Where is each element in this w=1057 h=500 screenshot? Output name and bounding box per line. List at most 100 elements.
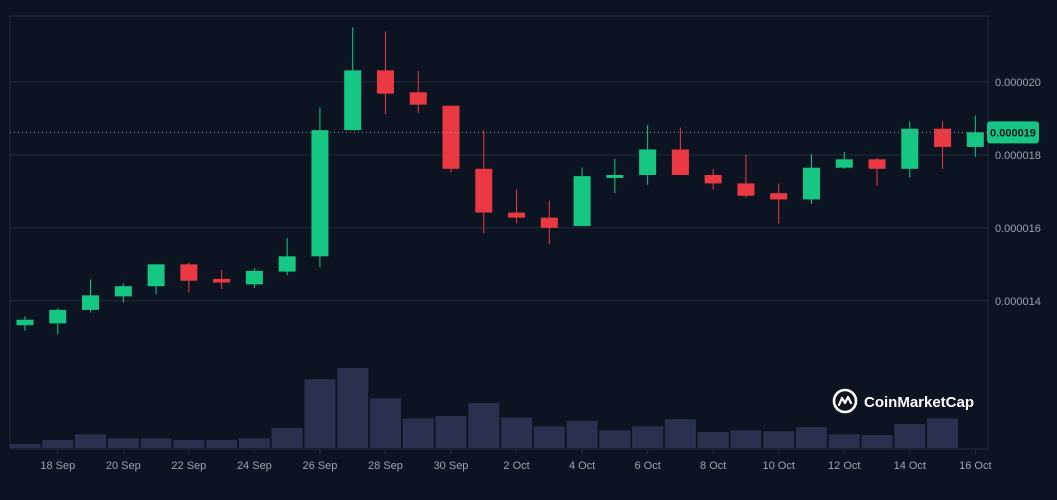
volume-layer [9, 368, 959, 448]
candle [344, 27, 362, 131]
y-tick-label: 0.000016 [995, 223, 1041, 235]
volume-bar [140, 438, 172, 448]
volume-bar [42, 440, 74, 448]
candle-body [770, 193, 788, 200]
x-tick-label: 20 Sep [106, 460, 141, 472]
candle-body [737, 183, 755, 196]
current-price-label: 0.000019 [990, 127, 1036, 139]
candle-body [639, 149, 657, 175]
candle [114, 283, 132, 303]
candle-body [802, 167, 820, 200]
candle [245, 267, 263, 289]
candle [442, 105, 460, 173]
volume-bar [927, 418, 959, 448]
x-tick-label: 8 Oct [700, 460, 726, 472]
x-tick-label: 28 Sep [368, 460, 403, 472]
candle [737, 154, 755, 198]
volume-bar [304, 379, 336, 448]
candle [508, 189, 526, 224]
volume-bar [271, 428, 303, 448]
candle-body [540, 217, 558, 228]
candle-body [180, 264, 198, 281]
candle-body [475, 168, 493, 213]
candle [966, 115, 984, 157]
x-axis: 18 Sep 20 Sep 22 Sep 24 Sep 26 Sep 28 Sep 30 S… [40, 449, 992, 472]
candle-layer [16, 27, 984, 335]
x-tick-label: 4 Oct [569, 460, 595, 472]
candle-body [835, 159, 853, 168]
volume-bar [599, 430, 631, 448]
volume-bar [861, 435, 893, 448]
volume-bar [402, 418, 434, 448]
candle [704, 168, 722, 190]
candle-body [868, 159, 886, 169]
candle-body [147, 264, 165, 287]
volume-bar [632, 426, 664, 448]
candle [82, 279, 100, 313]
volume-bar [533, 426, 565, 448]
volume-bar [795, 427, 827, 448]
x-tick-label: 16 Oct [959, 460, 991, 472]
volume-bar [566, 420, 598, 448]
candle [147, 264, 165, 295]
candle-body [671, 149, 689, 175]
x-tick-label: 10 Oct [763, 460, 795, 472]
candle [573, 167, 591, 227]
volume-bar [435, 416, 467, 448]
candle [376, 31, 394, 115]
candle [835, 152, 853, 169]
volume-bar [9, 444, 41, 448]
candle-body [573, 176, 591, 227]
candle [180, 262, 198, 293]
volume-bar [337, 368, 369, 448]
candle [770, 183, 788, 224]
candle [606, 158, 624, 194]
volume-bar [730, 430, 762, 448]
candle [540, 200, 558, 245]
candle [639, 125, 657, 185]
candle [475, 130, 493, 234]
current-price-indicator: 0.000019 [10, 121, 1039, 144]
candle [278, 238, 296, 276]
candle-body [213, 278, 231, 283]
y-tick-label: 0.000018 [995, 150, 1041, 162]
candle [868, 157, 886, 186]
candle-body [311, 130, 329, 257]
x-tick-label: 6 Oct [634, 460, 660, 472]
x-tick-label: 24 Sep [237, 460, 272, 472]
x-tick-label: 14 Oct [894, 460, 926, 472]
candle [671, 127, 689, 175]
y-tick-label: 0.000014 [995, 296, 1041, 308]
candle [901, 121, 919, 178]
volume-bar [828, 434, 860, 448]
x-tick-label: 2 Oct [503, 460, 529, 472]
volume-bar [75, 434, 107, 448]
volume-bar [763, 431, 795, 448]
volume-bar [173, 440, 205, 448]
x-tick-label: 26 Sep [302, 460, 337, 472]
candle-body [344, 70, 362, 131]
volume-bar [697, 432, 729, 448]
candle-body [409, 92, 427, 105]
candle [409, 71, 427, 114]
candle-body [606, 175, 624, 178]
x-tick-label: 22 Sep [171, 460, 206, 472]
volume-bar [369, 398, 401, 448]
coinmarketcap-watermark: CoinMarketCap [832, 388, 974, 414]
volume-bar [206, 440, 238, 448]
volume-bar [238, 438, 270, 448]
candle-body [82, 295, 100, 310]
candle-body [114, 286, 132, 297]
x-tick-label: 12 Oct [828, 460, 860, 472]
y-tick-label: 0.000020 [995, 77, 1041, 89]
candle-body [376, 70, 394, 94]
x-tick-label: 18 Sep [40, 460, 75, 472]
candle-body [508, 212, 526, 218]
volume-bar [664, 419, 696, 448]
candle-body [934, 128, 952, 147]
candle-body [245, 270, 263, 285]
candle-body [49, 309, 67, 324]
coinmarketcap-logo-icon [832, 388, 858, 414]
